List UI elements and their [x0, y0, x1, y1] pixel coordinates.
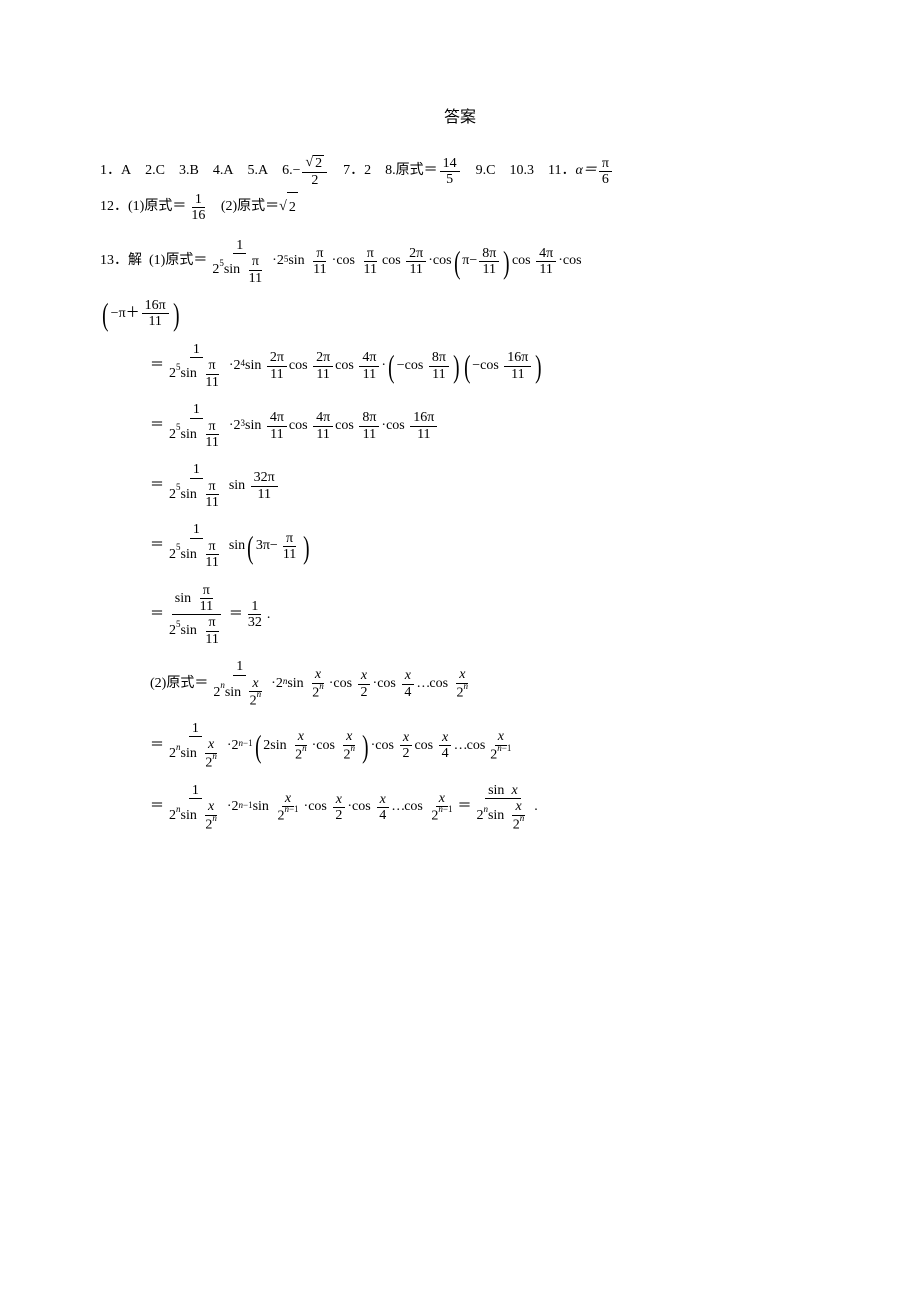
page-title: 答案 — [100, 100, 820, 135]
q13-step1-line1: 13．解 (1)原式＝ 1 25sin π11 ·25sin π11 ·cos … — [100, 238, 820, 286]
answer-12: 12．(1)原式＝ 1 16 (2)原式＝ √2 — [100, 192, 820, 224]
answer-4: 4.A — [213, 156, 234, 187]
answer-8: 8.原式＝ 14 5 — [385, 156, 462, 188]
q13-step1-line2: (−π＋ 16π11 ) — [100, 298, 820, 330]
answer-7: 7．2 — [343, 156, 371, 187]
q13-step5: ＝ 1 25sin π11 sin (3π− π11 ) — [100, 522, 820, 570]
answer-11: 11．α＝ π 6 — [548, 156, 614, 188]
q13-part2-line2: ＝ 1 2nsin x2n ·2n−1 (2sin x2n ·cos x2n )… — [100, 721, 820, 771]
solution-13: 13．解 (1)原式＝ 1 25sin π11 ·25sin π11 ·cos … — [100, 238, 820, 833]
answer-1: 1．A — [100, 156, 131, 187]
answer-5: 5.A — [247, 156, 268, 187]
q13-step2: ＝ 1 25sin π11 ·24sin 2π11 cos 2π11 cos 4… — [100, 342, 820, 390]
q13-part2-line3: ＝ 1 2nsin x2n ·2n−1sin x2n−1 ·cos x2 ·co… — [100, 783, 820, 833]
answer-3: 3.B — [179, 156, 199, 187]
answer-6: 6. − √2 2 — [282, 155, 329, 188]
answer-2: 2.C — [145, 156, 165, 187]
answer-9: 9.C — [476, 156, 496, 187]
q13-step3: ＝ 1 25sin π11 ·23sin 4π11 cos 4π11 cos 8… — [100, 402, 820, 450]
answers-line-1: 1．A 2.C 3.B 4.A 5.A 6. − √2 2 7．2 8.原式＝ … — [100, 155, 820, 188]
answer-10: 10.3 — [510, 156, 535, 187]
q13-step6: ＝ sin π11 25sin π11 ＝ 132. — [100, 583, 820, 648]
q13-part2-line1: (2)原式＝ 1 2nsin x2n ·2nsin x2n ·cos x2 ·c… — [100, 659, 820, 709]
q13-step4: ＝ 1 25sin π11 sin 32π11 — [100, 462, 820, 510]
